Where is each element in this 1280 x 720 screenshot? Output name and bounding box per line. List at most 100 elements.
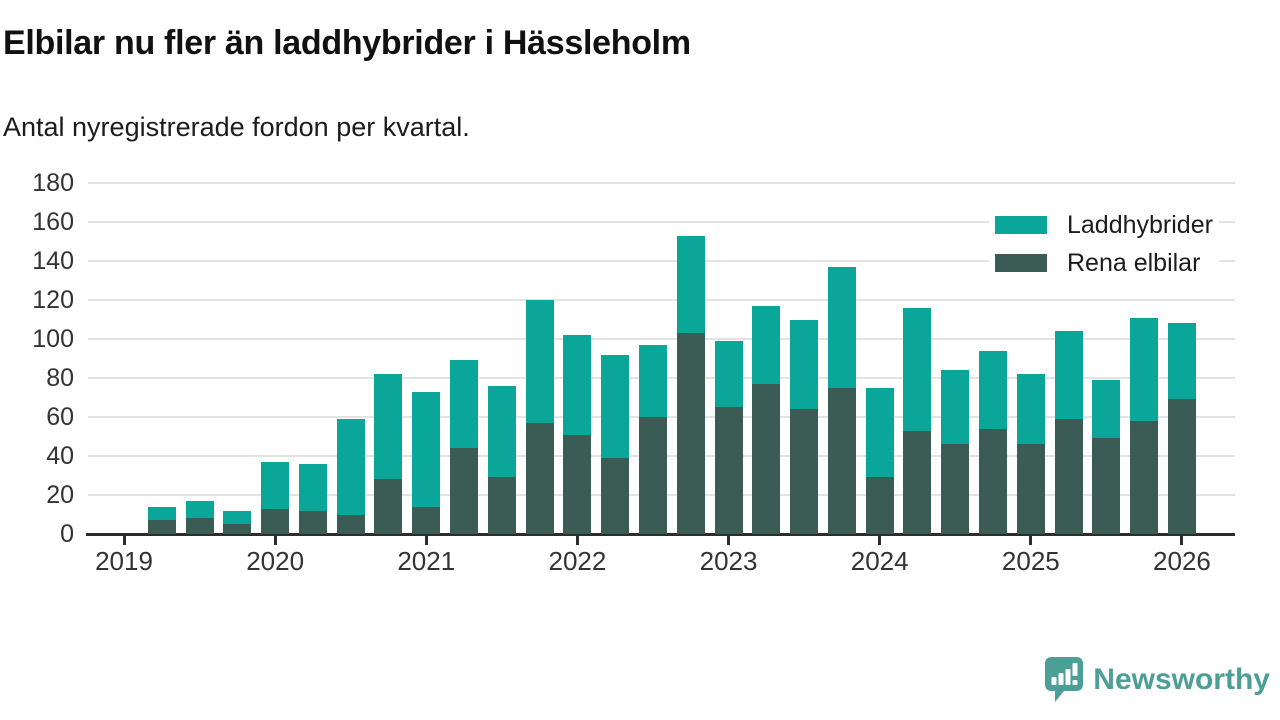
bar-segment-rena-elbilar: [1167, 399, 1196, 534]
bar-2025-Q4: [1130, 317, 1159, 534]
y-axis-label-80: 80: [46, 364, 74, 392]
bar-segment-laddhybrider: [336, 418, 365, 515]
bar-segment-laddhybrider: [374, 374, 403, 480]
x-axis-label-2023: 2023: [699, 546, 758, 576]
bar-segment-laddhybrider: [752, 305, 781, 384]
legend-item-laddhybrider: Laddhybrider: [995, 206, 1213, 244]
bar-segment-laddhybrider: [563, 335, 592, 435]
x-tick-2019: [122, 535, 126, 545]
bar-2024-Q1: [865, 387, 894, 534]
bar-segment-rena-elbilar: [563, 434, 592, 534]
bar-2021-Q3: [487, 385, 516, 534]
y-axis-label-160: 160: [32, 208, 74, 236]
y-axis-label-120: 120: [32, 286, 74, 314]
x-axis-line: [86, 533, 1235, 536]
y-axis-label-140: 140: [32, 247, 74, 275]
bar-2023-Q3: [790, 319, 819, 534]
bar-segment-rena-elbilar: [638, 417, 667, 534]
bar-segment-laddhybrider: [298, 463, 327, 511]
bar-2021-Q1: [412, 391, 441, 534]
bar-segment-laddhybrider: [903, 307, 932, 431]
chart-subtitle: Antal nyregistrerade fordon per kvartal.: [3, 112, 470, 142]
bar-segment-rena-elbilar: [261, 508, 290, 534]
x-axis-label-2026: 2026: [1153, 546, 1211, 576]
bar-2021-Q2: [450, 360, 479, 534]
bar-segment-laddhybrider: [223, 510, 252, 525]
y-axis-label-40: 40: [46, 442, 74, 470]
legend-label-rena-elbilar: Rena elbilar: [1067, 248, 1201, 277]
bar-2023-Q4: [827, 266, 856, 534]
y-axis-label-100: 100: [32, 325, 74, 353]
bar-2025-Q2: [1054, 331, 1083, 534]
bar-2021-Q4: [525, 300, 554, 534]
bar-segment-rena-elbilar: [903, 430, 932, 534]
newsworthy-wordmark: Newsworthy: [1093, 663, 1270, 696]
bar-segment-rena-elbilar: [752, 383, 781, 534]
bar-segment-laddhybrider: [865, 387, 894, 478]
bar-segment-laddhybrider: [638, 344, 667, 417]
bar-segment-rena-elbilar: [412, 506, 441, 534]
bar-segment-laddhybrider: [1054, 331, 1083, 419]
bar-segment-laddhybrider: [487, 385, 516, 478]
bar-segment-laddhybrider: [147, 506, 176, 521]
x-axis-label-2022: 2022: [548, 546, 607, 576]
bar-segment-rena-elbilar: [601, 457, 630, 534]
x-axis-label-2025: 2025: [1001, 546, 1060, 576]
bar-segment-laddhybrider: [1167, 323, 1196, 400]
bar-segment-laddhybrider: [827, 266, 856, 388]
y-axis-label-60: 60: [46, 403, 74, 431]
bar-segment-laddhybrider: [525, 300, 554, 423]
bar-2024-Q2: [903, 307, 932, 534]
bar-segment-rena-elbilar: [487, 477, 516, 534]
bar-2025-Q1: [1016, 374, 1045, 534]
bar-2022-Q4: [676, 235, 705, 534]
bar-2023-Q2: [752, 305, 781, 534]
bar-segment-rena-elbilar: [941, 444, 970, 534]
bar-segment-laddhybrider: [790, 319, 819, 410]
bar-segment-rena-elbilar: [676, 333, 705, 534]
x-tick-2025: [1029, 535, 1033, 545]
legend-swatch-rena-elbilar: [995, 254, 1047, 272]
bar-segment-laddhybrider: [601, 354, 630, 458]
y-axis-label-180: 180: [32, 169, 74, 197]
bar-2025-Q3: [1092, 379, 1121, 534]
bar-segment-rena-elbilar: [223, 524, 252, 534]
bar-2020-Q4: [374, 374, 403, 534]
gridline-140: [88, 260, 1235, 262]
bar-segment-rena-elbilar: [336, 514, 365, 534]
bar-segment-rena-elbilar: [298, 510, 327, 534]
gridline-160: [88, 221, 1235, 223]
bar-segment-laddhybrider: [1092, 379, 1121, 439]
legend-item-rena-elbilar: Rena elbilar: [995, 244, 1213, 282]
bar-segment-laddhybrider: [261, 461, 290, 509]
bar-segment-laddhybrider: [979, 350, 1008, 429]
bar-2024-Q3: [941, 370, 970, 534]
bar-segment-rena-elbilar: [147, 520, 176, 534]
bar-segment-laddhybrider: [1016, 374, 1045, 445]
bar-2023-Q1: [714, 340, 743, 534]
bar-segment-rena-elbilar: [1054, 418, 1083, 534]
bar-2022-Q1: [563, 335, 592, 534]
legend: Laddhybrider Rena elbilar: [989, 204, 1219, 284]
x-tick-2020: [273, 535, 277, 545]
gridline-120: [88, 299, 1235, 301]
legend-swatch-laddhybrider: [995, 216, 1047, 234]
bar-segment-laddhybrider: [412, 391, 441, 507]
bar-2020-Q3: [336, 418, 365, 534]
bar-segment-rena-elbilar: [979, 428, 1008, 534]
bar-2019-Q4: [223, 510, 252, 534]
gridline-100: [88, 338, 1235, 340]
bar-2024-Q4: [979, 350, 1008, 534]
bar-segment-rena-elbilar: [1130, 420, 1159, 534]
legend-label-laddhybrider: Laddhybrider: [1067, 210, 1213, 239]
bar-segment-rena-elbilar: [1092, 438, 1121, 534]
bar-segment-rena-elbilar: [790, 409, 819, 534]
y-axis-label-0: 0: [60, 520, 74, 548]
x-tick-2022: [575, 535, 579, 545]
newsworthy-bubble-icon: [1045, 657, 1084, 702]
x-tick-2023: [727, 535, 731, 545]
bar-segment-laddhybrider: [941, 370, 970, 445]
x-axis-label-2021: 2021: [397, 546, 456, 576]
bar-segment-laddhybrider: [1130, 317, 1159, 421]
